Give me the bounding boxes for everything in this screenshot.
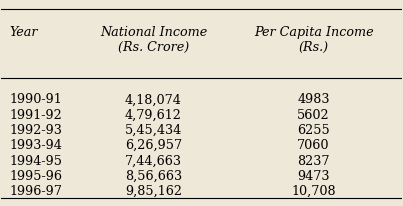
Text: 1993-94: 1993-94 xyxy=(9,139,62,151)
Text: 1994-95: 1994-95 xyxy=(9,154,62,167)
Text: 1992-93: 1992-93 xyxy=(9,123,62,136)
Text: Per Capita Income
(Rs.): Per Capita Income (Rs.) xyxy=(254,26,373,54)
Text: 9,85,162: 9,85,162 xyxy=(125,184,182,197)
Text: 9473: 9473 xyxy=(297,169,330,182)
Text: Year: Year xyxy=(9,26,38,39)
Text: 4,79,612: 4,79,612 xyxy=(125,108,182,121)
Text: 7060: 7060 xyxy=(297,139,330,151)
Text: 1996-97: 1996-97 xyxy=(9,184,62,197)
Text: 5602: 5602 xyxy=(297,108,330,121)
Text: 1990-91: 1990-91 xyxy=(9,93,62,106)
Text: 8237: 8237 xyxy=(297,154,330,167)
Text: 6255: 6255 xyxy=(297,123,330,136)
Text: 4983: 4983 xyxy=(297,93,330,106)
Text: 1991-92: 1991-92 xyxy=(9,108,62,121)
Text: 7,44,663: 7,44,663 xyxy=(125,154,182,167)
Text: 5,45,434: 5,45,434 xyxy=(125,123,182,136)
Text: 6,26,957: 6,26,957 xyxy=(125,139,182,151)
Text: 4,18,074: 4,18,074 xyxy=(125,93,182,106)
Text: 8,56,663: 8,56,663 xyxy=(125,169,182,182)
Text: 1995-96: 1995-96 xyxy=(9,169,62,182)
Text: 10,708: 10,708 xyxy=(291,184,336,197)
Text: National Income
(Rs. Crore): National Income (Rs. Crore) xyxy=(100,26,207,54)
